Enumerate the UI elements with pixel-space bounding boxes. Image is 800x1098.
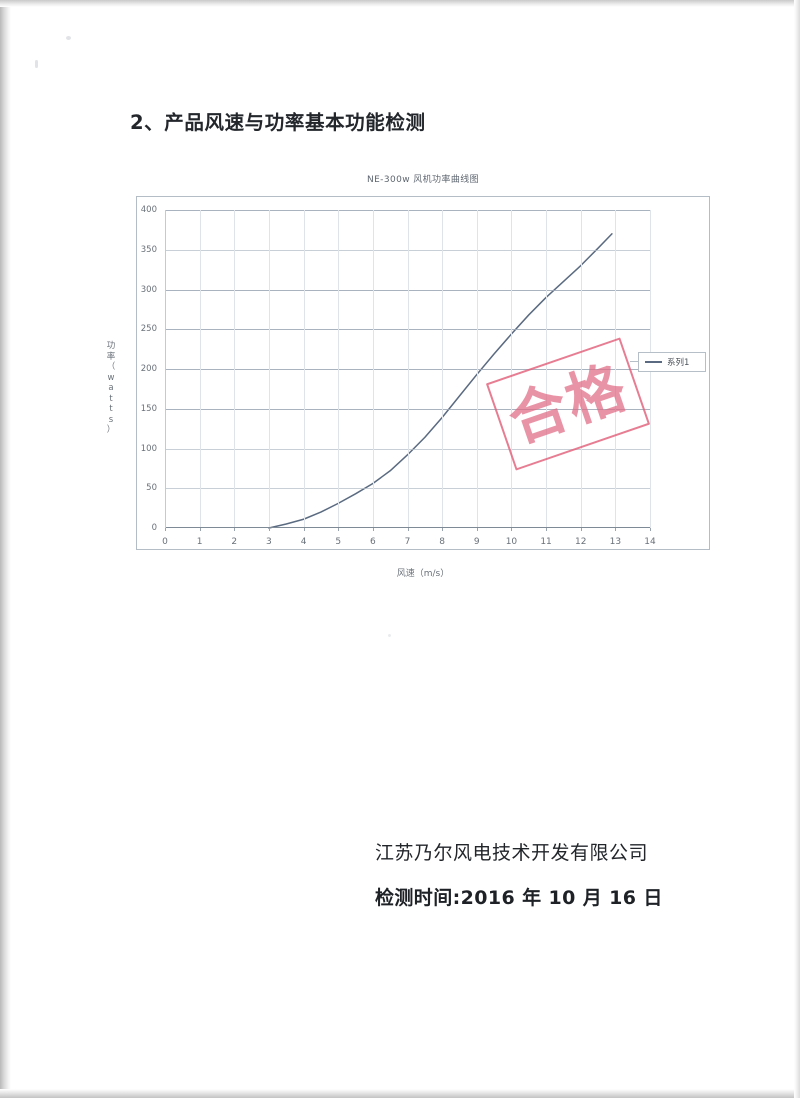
x-axis-tick-mark [303, 528, 305, 531]
chart-x-axis [165, 527, 650, 528]
x-axis-tick-label: 1 [196, 537, 203, 547]
y-axis-tick-label: 250 [140, 324, 157, 335]
chart-vertical-gridline [615, 210, 617, 528]
page-edge-left [0, 0, 11, 1098]
chart-y-axis-label: 功率（w a t t s） [103, 341, 119, 436]
y-axis-tick-label: 400 [140, 205, 157, 215]
x-axis-tick-mark [165, 528, 166, 531]
x-axis-tick-mark [580, 528, 582, 531]
x-axis-tick-label: 0 [162, 537, 168, 547]
y-axis-label-char: ） [106, 425, 116, 435]
x-axis-tick-label: 11 [540, 537, 552, 547]
y-axis-tick-label: 300 [140, 284, 157, 295]
company-name: 江苏乃尔风电技术开发有限公司 [375, 842, 649, 864]
test-date: 检测时间:2016 年 10 月 16 日 [375, 887, 663, 909]
x-axis-tick-label: 12 [574, 537, 587, 547]
legend-color-swatch [645, 361, 662, 363]
footer-block: 江苏乃尔风电技术开发有限公司 检测时间:2016 年 10 月 16 日 [375, 838, 715, 910]
chart-vertical-gridline [234, 210, 236, 528]
chart-vertical-gridline [511, 210, 513, 528]
x-axis-tick-label: 7 [404, 537, 411, 547]
y-axis-label-char: t [109, 393, 113, 404]
chart-vertical-gridline [372, 210, 374, 528]
chart-y-axis [165, 210, 166, 528]
chart-vertical-gridline [338, 210, 340, 528]
chart-vertical-gridline [442, 210, 444, 528]
x-axis-tick-mark [511, 528, 513, 531]
x-axis-tick-label: 14 [644, 537, 656, 547]
x-axis-tick-label: 2 [231, 537, 238, 547]
y-axis-tick-label: 150 [140, 403, 157, 414]
x-axis-tick-label: 6 [369, 537, 376, 547]
power-curve-line [268, 233, 613, 529]
scan-speck [66, 36, 71, 40]
x-axis-tick-mark [234, 528, 236, 531]
x-axis-tick-label: 4 [300, 537, 307, 547]
chart-vertical-gridline [546, 210, 548, 528]
x-axis-tick-mark [338, 528, 340, 531]
x-axis-tick-label: 10 [505, 537, 518, 547]
chart-plot-area: 0 50 100 150 200 250 300 350 400 0 1 2 3 4 5 6 7 8 9 10 11 12… [141, 205, 656, 547]
scan-speck [388, 634, 391, 637]
y-axis-tick-label: 50 [146, 483, 157, 494]
page-edge-top [0, 0, 800, 7]
y-axis-label-char: （ [106, 362, 116, 372]
x-axis-tick-mark [650, 528, 651, 531]
x-axis-tick-label: 9 [473, 537, 480, 547]
chart-vertical-gridline [407, 210, 409, 528]
page-edge-right [794, 0, 800, 1098]
chart-vertical-gridline [199, 210, 201, 528]
x-axis-tick-label: 13 [609, 537, 622, 547]
x-axis-tick-mark [615, 528, 617, 531]
y-axis-label-char: 率 [106, 351, 116, 362]
page-title: 2、产品风速与功率基本功能检测 [130, 111, 426, 135]
x-axis-tick-mark [407, 528, 409, 531]
x-axis-tick-label: 3 [266, 537, 272, 547]
x-axis-tick-mark [372, 528, 374, 531]
scan-speck [35, 60, 38, 68]
x-axis-tick-label: 8 [439, 537, 446, 547]
x-axis-tick-mark [199, 528, 201, 531]
x-axis-tick-mark [442, 528, 444, 531]
y-axis-label-char: w [107, 372, 115, 383]
chart-vertical-gridline [580, 210, 582, 528]
x-axis-tick-mark [268, 528, 270, 531]
chart-x-axis-label: 风速（m/s） [396, 569, 450, 579]
x-axis-tick-mark [476, 528, 478, 531]
y-axis-label-char: a [108, 383, 114, 393]
chart-vertical-gridline [268, 210, 270, 528]
y-axis-tick-label: 350 [140, 244, 157, 255]
chart-title: NE-300w 风机功率曲线图 [366, 175, 480, 185]
y-axis-tick-label: 200 [140, 364, 157, 374]
chart-vertical-gridline [303, 210, 305, 528]
chart-legend: 系列1 [638, 352, 706, 372]
y-axis-label-char: t [109, 404, 113, 414]
x-axis-tick-label: 5 [335, 537, 342, 547]
legend-leader-line [630, 361, 638, 362]
page-edge-bottom [0, 1089, 800, 1098]
x-axis-tick-mark [546, 528, 548, 531]
y-axis-tick-label: 0 [151, 523, 157, 533]
legend-label: 系列1 [667, 358, 690, 368]
chart-frame [136, 196, 710, 550]
chart-vertical-gridline [476, 210, 478, 528]
y-axis-tick-label: 100 [140, 443, 157, 454]
y-axis-label-char: 功 [106, 341, 116, 351]
y-axis-label-char: s [108, 414, 114, 425]
